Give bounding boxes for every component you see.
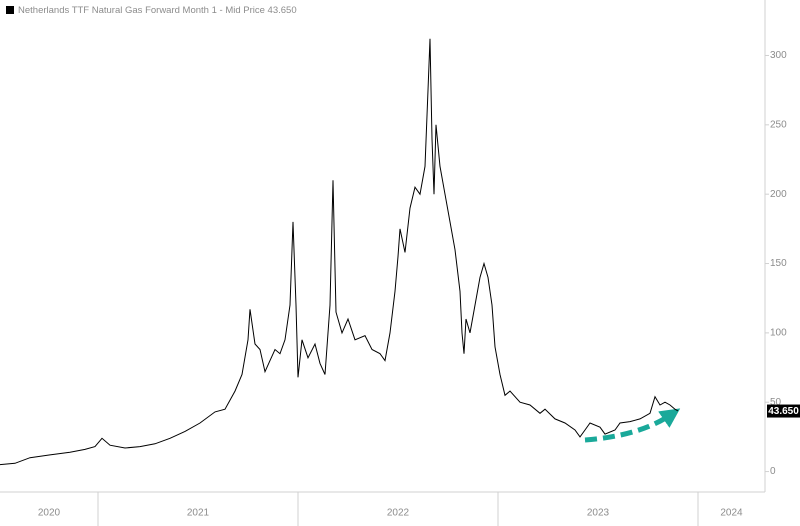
y-tick-label: 300 <box>770 50 787 61</box>
x-tick-label: 2021 <box>187 508 210 519</box>
y-tick-label: 150 <box>770 258 787 269</box>
price-line <box>0 38 679 466</box>
legend-swatch <box>6 6 14 14</box>
last-price-label: 43.650 <box>768 406 799 417</box>
x-tick-label: 2022 <box>387 508 410 519</box>
y-tick-label: 100 <box>770 328 787 339</box>
x-tick-label: 2023 <box>587 508 610 519</box>
x-tick-label: 2020 <box>38 508 61 519</box>
y-tick-label: 250 <box>770 119 787 130</box>
annotation-arrow <box>584 408 681 443</box>
legend-label: Netherlands TTF Natural Gas Forward Mont… <box>18 5 297 16</box>
y-tick-label: 0 <box>770 466 776 477</box>
last-price-box <box>767 404 800 418</box>
y-tick-label: 200 <box>770 189 787 200</box>
y-tick-label: 50 <box>770 397 782 408</box>
x-tick-label: 2024 <box>720 508 743 519</box>
